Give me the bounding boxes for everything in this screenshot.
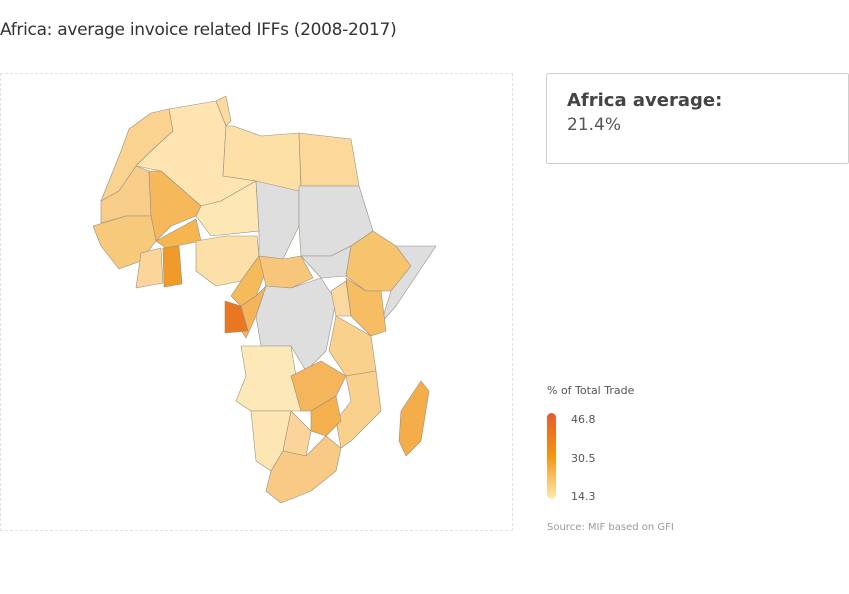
source-note: Source: MIF based on GFI (547, 522, 674, 533)
country-egypt[interactable] (298, 132, 360, 187)
average-value: 21.4% (567, 115, 622, 135)
africa-average-box: Africa average: 21.4% (546, 73, 849, 164)
country-gabon[interactable] (224, 300, 249, 334)
legend-max: 46.8 (571, 413, 596, 426)
chart-title: Africa: average invoice related IFFs (20… (0, 20, 397, 40)
country-ghana[interactable] (162, 245, 183, 288)
legend-title: % of Total Trade (547, 384, 635, 397)
country-madagascar[interactable] (398, 380, 430, 457)
country-tunisia[interactable] (215, 95, 232, 127)
country-cote-divoire[interactable] (135, 247, 164, 289)
country-zimbabwe[interactable] (310, 395, 342, 437)
legend-mid: 30.5 (571, 452, 596, 465)
country-mozambique[interactable] (335, 370, 382, 449)
country-chad[interactable] (255, 180, 300, 260)
country-drc[interactable] (255, 277, 337, 372)
africa-map (0, 73, 513, 531)
country-angola[interactable] (235, 345, 302, 412)
country-south-africa[interactable] (265, 435, 342, 504)
legend-color-scale (547, 413, 556, 499)
legend-min: 14.3 (571, 490, 596, 503)
country-kenya[interactable] (345, 277, 387, 337)
average-label: Africa average: (567, 90, 723, 111)
africa-map-svg (92, 95, 437, 504)
